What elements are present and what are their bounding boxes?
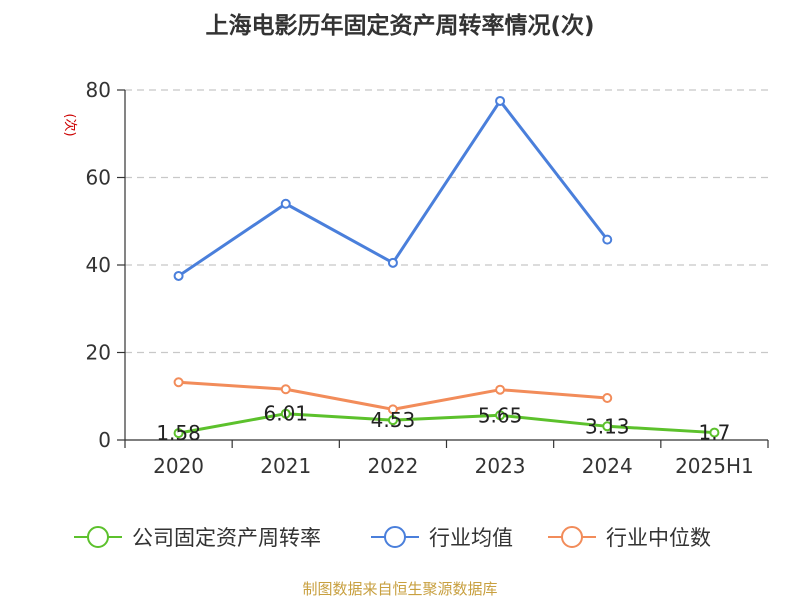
legend-swatch-marker bbox=[561, 526, 583, 548]
data-point bbox=[602, 393, 613, 403]
data-point bbox=[280, 384, 291, 395]
data-point bbox=[280, 198, 291, 209]
data-point bbox=[387, 415, 398, 426]
x-tick-label: 2022 bbox=[367, 454, 418, 478]
data-label: 1.58 bbox=[156, 421, 201, 445]
source-note: 制图数据来自恒生聚源数据库 bbox=[302, 580, 497, 598]
legend-swatch-marker bbox=[87, 526, 109, 548]
x-tick-label: 2025H1 bbox=[675, 454, 754, 478]
data-point bbox=[602, 234, 613, 245]
chart-title: 上海电影历年固定资产周转率情况(次) bbox=[205, 12, 594, 39]
legend: 公司固定资产周转率 行业均值 行业中位数 bbox=[74, 526, 711, 550]
y-tick-label: 20 bbox=[86, 341, 111, 365]
axes: 0 20 40 60 80 2020 2021 2022 2023 2024 2025H1 bbox=[86, 78, 769, 478]
data-label: 3.13 bbox=[585, 414, 630, 438]
data-label: 6.01 bbox=[263, 402, 308, 426]
data-point bbox=[280, 408, 291, 419]
legend-swatch-marker bbox=[384, 526, 406, 548]
series-group bbox=[173, 95, 720, 439]
x-tick-label: 2021 bbox=[260, 454, 311, 478]
data-point bbox=[173, 377, 184, 388]
data-labels: 1.58 6.01 4.53 5.65 3.13 1.7 bbox=[156, 402, 730, 445]
data-point bbox=[495, 410, 506, 421]
series-line bbox=[177, 99, 609, 278]
data-point bbox=[602, 421, 613, 432]
x-tick-label: 2023 bbox=[475, 454, 526, 478]
legend-label: 行业中位数 bbox=[606, 526, 711, 550]
data-point bbox=[387, 404, 398, 415]
data-label: 4.53 bbox=[371, 408, 416, 432]
data-label: 1.7 bbox=[699, 421, 731, 445]
gridlines bbox=[125, 89, 768, 354]
data-point bbox=[495, 95, 506, 106]
legend-label: 行业均值 bbox=[429, 526, 513, 550]
y-tick-label: 40 bbox=[86, 253, 111, 277]
data-point bbox=[709, 427, 720, 438]
data-point bbox=[173, 270, 184, 281]
x-tick-label: 2020 bbox=[153, 454, 204, 478]
data-point bbox=[495, 384, 506, 395]
y-tick-label: 0 bbox=[98, 428, 111, 452]
data-label: 5.65 bbox=[478, 403, 523, 427]
data-point bbox=[173, 428, 184, 439]
data-point bbox=[387, 257, 398, 268]
x-tick-label: 2024 bbox=[582, 454, 633, 478]
y-axis-unit: (次) bbox=[62, 113, 78, 136]
series-line bbox=[178, 412, 715, 435]
y-tick-label: 60 bbox=[86, 166, 111, 190]
legend-label: 公司固定资产周转率 bbox=[132, 526, 321, 550]
y-tick-label: 80 bbox=[86, 78, 111, 102]
